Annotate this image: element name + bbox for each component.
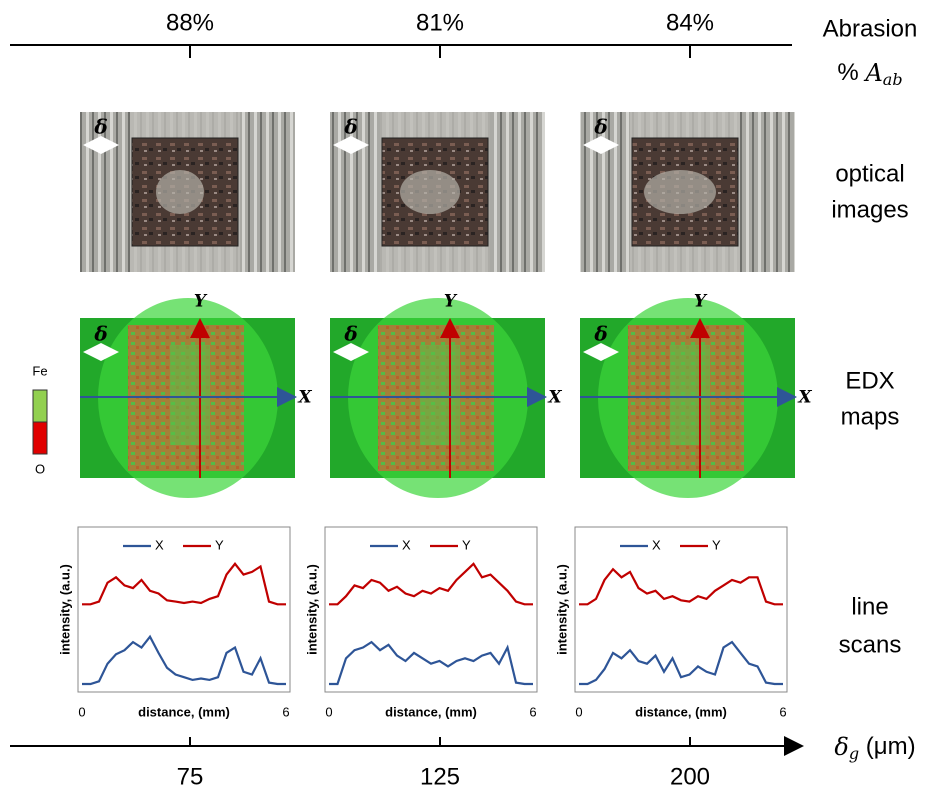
- edx-map: δ Y X: [330, 292, 562, 498]
- optical-image: δ: [580, 112, 795, 272]
- x-scan-label: X: [797, 388, 812, 408]
- x-scan-label: X: [547, 388, 562, 408]
- gap-value: 125: [420, 763, 460, 790]
- y-axis-label: intensity, (a.u.): [57, 564, 72, 655]
- row-label: maps: [841, 403, 900, 430]
- x-scan-label: X: [297, 388, 312, 408]
- y-scan-label: Y: [194, 292, 208, 312]
- delta-label: δ: [343, 115, 357, 139]
- y-axis-label: intensity, (a.u.): [554, 564, 569, 655]
- line-scan-panel: 0 6 distance, (mm) intensity, (a.u.) X Y: [304, 526, 538, 719]
- abraded-zone: [644, 170, 716, 214]
- abrasion-value: 81%: [416, 9, 464, 36]
- legend-swatch: [32, 389, 48, 423]
- legend-label: O: [35, 461, 45, 476]
- plot-frame: [574, 526, 788, 693]
- bottom-axis: δg (μm): [10, 733, 916, 763]
- x-axis-label: distance, (mm): [138, 704, 230, 719]
- edx-center: [170, 345, 210, 445]
- x-axis-label: distance, (mm): [635, 704, 727, 719]
- legend-label: X: [652, 537, 661, 552]
- x-tick-label: 0: [575, 704, 582, 719]
- x-tick-label: 0: [325, 704, 332, 719]
- row-labels: optical images EDX maps line scans: [831, 160, 908, 658]
- y-scan-label: Y: [444, 292, 458, 312]
- scan-line: [579, 567, 783, 606]
- edx-map: δ Y X: [580, 292, 812, 498]
- axis-symbol: % Aab: [837, 59, 902, 89]
- delta-label: δ: [93, 322, 107, 346]
- row-label: images: [831, 196, 908, 223]
- abraded-zone: [400, 170, 460, 214]
- line-scan-panel: 0 6 distance, (mm) intensity, (a.u.) X Y: [554, 526, 788, 719]
- row-label: EDX: [845, 367, 894, 394]
- row-label: optical: [835, 160, 904, 187]
- x-tick-label: 6: [282, 704, 289, 719]
- legend-label: Y: [215, 537, 224, 552]
- plot-frame: [324, 526, 538, 693]
- axis-title: δg (μm): [834, 733, 915, 763]
- y-axis-label: intensity, (a.u.): [304, 564, 319, 655]
- scan-line: [329, 562, 533, 606]
- scan-line: [82, 562, 286, 606]
- edx-center: [420, 345, 460, 445]
- delta-label: δ: [593, 115, 607, 139]
- plot-frame: [77, 526, 291, 693]
- optical-image: δ: [80, 112, 295, 272]
- edx-center: [670, 345, 710, 445]
- abraded-zone: [156, 170, 204, 214]
- abrasion-value: 84%: [666, 9, 714, 36]
- optical-image: δ: [330, 112, 545, 272]
- line-scan-panel: 0 6 distance, (mm) intensity, (a.u.) X Y: [57, 526, 291, 719]
- legend-swatch: [32, 421, 48, 455]
- delta-label: δ: [593, 322, 607, 346]
- x-axis-label: distance, (mm): [385, 704, 477, 719]
- y-scan-label: Y: [694, 292, 708, 312]
- x-tick-label: 6: [529, 704, 536, 719]
- edx-map: δ Y X: [80, 292, 312, 498]
- legend-label: Y: [712, 537, 721, 552]
- axis-title: Abrasion: [823, 15, 918, 42]
- legend-label: X: [155, 537, 164, 552]
- top-axis: Abrasion % Aab: [10, 15, 918, 89]
- legend-label: Fe: [32, 363, 47, 378]
- gap-value: 200: [670, 763, 710, 790]
- legend-label: Y: [462, 537, 471, 552]
- delta-label: δ: [343, 322, 357, 346]
- scan-line: [329, 640, 533, 686]
- delta-label: δ: [93, 115, 107, 139]
- x-tick-label: 6: [779, 704, 786, 719]
- legend-label: X: [402, 537, 411, 552]
- abrasion-value: 88%: [166, 9, 214, 36]
- row-label: line: [851, 593, 888, 620]
- edx-legend: Fe O: [32, 363, 47, 476]
- row-label: scans: [839, 631, 902, 658]
- gap-value: 75: [177, 763, 204, 790]
- x-tick-label: 0: [78, 704, 85, 719]
- scan-line: [82, 634, 286, 686]
- scan-line: [579, 640, 783, 686]
